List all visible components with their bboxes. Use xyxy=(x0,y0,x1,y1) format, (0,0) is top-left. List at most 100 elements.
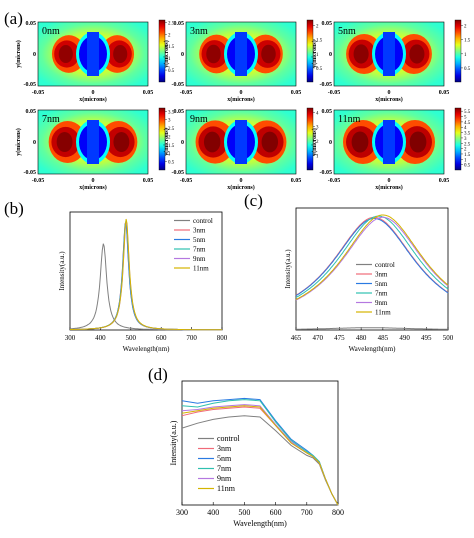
y-axis-label: Intensity(a.u.) xyxy=(169,420,178,465)
x-tick-label: 300 xyxy=(65,334,76,342)
field-map-frame xyxy=(333,109,445,175)
x-tick-label: 0 xyxy=(240,90,243,96)
colorbar-tick-label: 5.5 xyxy=(464,110,471,115)
colorbar-tick-label: 1.5 xyxy=(464,153,471,158)
colorbar-tick-label: 3.5 xyxy=(464,132,471,137)
legend-label: 3nm xyxy=(193,227,206,235)
field-map-frame xyxy=(185,109,297,175)
y-axis-label: y(microns) xyxy=(15,40,22,68)
legend-label: 5nm xyxy=(375,280,388,288)
field-lobe-core xyxy=(203,131,221,153)
x-tick-label: 0.05 xyxy=(439,178,450,184)
y-tick-label: 0 xyxy=(181,140,184,146)
x-tick-label: 480 xyxy=(356,334,367,342)
legend-label: control xyxy=(217,434,240,443)
x-tick-label: 0 xyxy=(388,90,391,96)
field-map-frame xyxy=(37,109,149,175)
x-axis-label: Wavelength(nm) xyxy=(233,519,287,528)
field-lobe-core xyxy=(58,44,73,64)
series-line-5nm xyxy=(295,218,449,297)
field-lobe-core xyxy=(206,44,221,64)
legend-label: 11nm xyxy=(375,309,391,317)
x-tick-label: -0.05 xyxy=(32,90,45,96)
x-tick-label: 500 xyxy=(238,508,250,517)
colorbar xyxy=(454,107,462,171)
colorbar-tick-label: 5 xyxy=(464,116,467,121)
colorbar-tick-label: 1 xyxy=(168,152,171,157)
map-label: 5nm xyxy=(338,26,356,37)
y-tick-label: 0 xyxy=(33,140,36,146)
colorbar-tick-label: 1 xyxy=(316,155,319,160)
x-tick-label: -0.05 xyxy=(180,90,193,96)
legend-label: 7nm xyxy=(375,290,388,298)
colorbar-tick-label: 2 xyxy=(316,25,319,30)
field-map-frame xyxy=(37,21,149,87)
x-tick-label: 500 xyxy=(126,334,137,342)
x-tick-label: 400 xyxy=(95,334,106,342)
legend-label: 5nm xyxy=(193,236,206,244)
colorbar-tick-label: 1.5 xyxy=(168,144,175,149)
field-lobe-core xyxy=(353,44,369,64)
colorbar-tick-label: 2.5 xyxy=(168,21,175,26)
legend-label: control xyxy=(193,217,213,225)
legend-label: 9nm xyxy=(217,474,232,483)
legend-label: 5nm xyxy=(217,454,232,463)
x-tick-label: 0.05 xyxy=(143,178,154,184)
colorbar-tick-label: 3.5 xyxy=(168,110,175,115)
colorbar-tick-label: 0.5 xyxy=(464,164,471,169)
x-tick-label: 500 xyxy=(443,334,454,342)
x-axis-label: x(microns) xyxy=(227,184,255,191)
x-tick-label: 465 xyxy=(291,334,302,342)
y-axis-label: y(microns) xyxy=(15,128,22,156)
field-lobe-core xyxy=(351,131,369,153)
y-tick-label: -0.05 xyxy=(24,82,37,88)
colorbar-tick-label: 1.5 xyxy=(168,45,175,50)
series-line-control xyxy=(296,327,448,330)
colorbar xyxy=(306,19,314,83)
particle-vertical-band xyxy=(383,32,395,76)
x-axis-label: x(microns) xyxy=(375,184,403,191)
x-axis-label: x(microns) xyxy=(227,96,255,103)
legend-label: 3nm xyxy=(217,444,232,453)
legend-label: 7nm xyxy=(217,464,232,473)
colorbar-tick-label: 1.5 xyxy=(464,39,471,44)
y-tick-label: -0.05 xyxy=(320,170,333,176)
y-tick-label: -0.05 xyxy=(24,170,37,176)
legend-label: 11nm xyxy=(193,265,209,273)
y-tick-label: 0.05 xyxy=(174,21,185,27)
colorbar-tick-label: 4 xyxy=(464,126,467,131)
map-label: 9nm xyxy=(190,114,208,125)
x-tick-label: 0.05 xyxy=(143,90,154,96)
x-tick-label: 800 xyxy=(332,508,344,517)
series-line-11nm xyxy=(295,214,449,301)
y-tick-label: 0.05 xyxy=(322,109,333,115)
x-tick-label: 470 xyxy=(312,334,323,342)
x-axis-label: x(microns) xyxy=(79,96,107,103)
legend-label: 9nm xyxy=(193,255,206,263)
field-lobe-core xyxy=(409,131,427,153)
colorbar-tick-label: 0.5 xyxy=(168,161,175,166)
x-tick-label: 800 xyxy=(217,334,228,342)
map-label: 11nm xyxy=(338,114,361,125)
colorbar-tick-label: 1 xyxy=(316,53,319,58)
y-tick-label: 0.05 xyxy=(322,21,333,27)
x-tick-label: 0 xyxy=(388,178,391,184)
y-tick-label: 0 xyxy=(181,52,184,58)
x-tick-label: 0.05 xyxy=(291,90,302,96)
x-tick-label: -0.05 xyxy=(180,178,193,184)
colorbar-tick-label: 3 xyxy=(464,137,467,142)
x-tick-label: -0.05 xyxy=(32,178,45,184)
colorbar-tick-label: 2.5 xyxy=(168,127,175,132)
legend-label: 7nm xyxy=(193,246,206,254)
x-axis-label: x(microns) xyxy=(79,184,107,191)
field-lobe-core xyxy=(113,131,130,153)
colorbar-tick-label: 1 xyxy=(464,53,467,58)
x-tick-label: 600 xyxy=(156,334,167,342)
x-tick-label: -0.05 xyxy=(328,90,341,96)
series-line-7nm xyxy=(295,215,449,298)
field-lobe-core xyxy=(261,44,276,64)
colorbar-tick-label: 0.5 xyxy=(168,69,175,74)
panel-letter-d: (d) xyxy=(148,365,168,384)
x-tick-label: 485 xyxy=(378,334,389,342)
